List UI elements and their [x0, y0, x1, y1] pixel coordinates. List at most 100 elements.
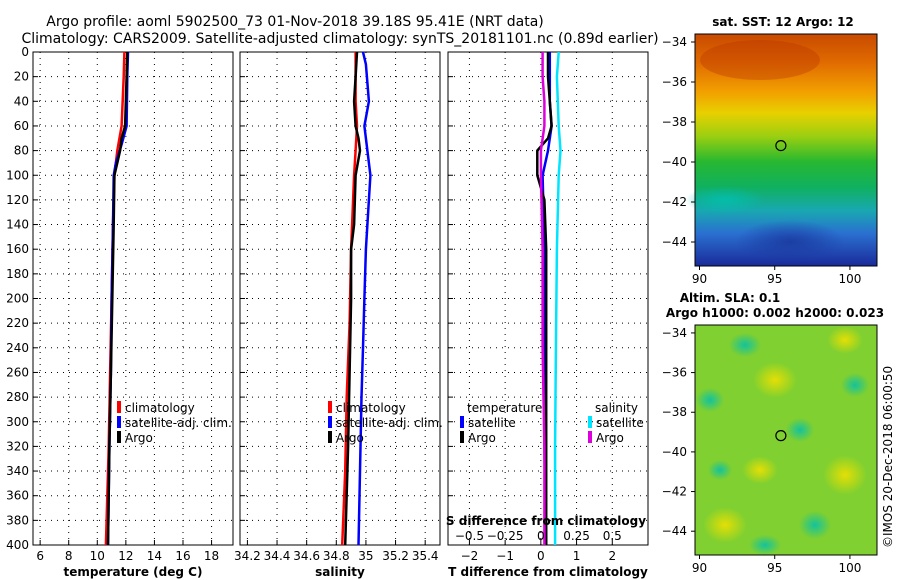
- x-tick-label: 34.8: [323, 549, 350, 563]
- temperature-legend: climatology satellite-adj. clim. Argo: [117, 401, 232, 445]
- map-frame: [694, 324, 878, 556]
- y-tick-label: 160: [6, 242, 29, 256]
- s-diff-tick-label: 0.25: [563, 529, 590, 543]
- sla-high-patch: [827, 326, 863, 354]
- legend-label-climatology: climatology: [125, 401, 195, 415]
- difference-panel: −2 −1 0 1 2 T difference from climatology: [447, 51, 649, 579]
- x-tick-label: 6: [36, 549, 44, 563]
- sst-warm-patch: [700, 40, 820, 80]
- x-tick-label: 8: [65, 549, 73, 563]
- y-tick-label: 360: [6, 489, 29, 503]
- sla-low-patch: [708, 460, 732, 480]
- argo-location-marker: [775, 140, 787, 152]
- map-y-tick-label: −44: [662, 524, 687, 538]
- x-axis-label: salinity: [315, 565, 365, 579]
- y-tick-label: 300: [6, 415, 29, 429]
- series-line-argo: [106, 51, 129, 546]
- y-tick-label: 40: [14, 94, 29, 108]
- map-x-tick-label: 95: [767, 561, 782, 575]
- legend-swatch-satellite: [328, 416, 332, 428]
- plot-frame: [239, 51, 441, 546]
- x-axis-label: temperature (deg C): [64, 565, 203, 579]
- legend-label-climatology: climatology: [336, 401, 406, 415]
- sst-map: 90 95 100 −34 −36 −38 −40 −42 −44: [662, 33, 878, 286]
- legend-label-satellite: satellite-adj. clim.: [125, 416, 232, 430]
- x-tick-label: 2: [608, 549, 616, 563]
- sla-high-patch: [823, 455, 867, 495]
- x-tick-label: 35.2: [382, 549, 409, 563]
- series-line-temperature-argo: [536, 52, 553, 545]
- legend-swatch-climatology: [117, 401, 121, 413]
- legend-swatch-argo: [117, 431, 121, 443]
- y-tick-label: 400: [6, 538, 29, 552]
- sla-high-patch: [703, 507, 747, 543]
- y-tick-label: 320: [6, 439, 29, 453]
- sla-high-patch: [753, 362, 797, 398]
- title-line-2: Climatology: CARS2009. Satellite-adjuste…: [21, 31, 658, 47]
- argo-location-marker: [775, 430, 787, 442]
- x-axis-label: T difference from climatology: [448, 565, 648, 579]
- sst-cold-patch: [735, 220, 845, 264]
- sla-low-patch: [799, 511, 831, 539]
- x-tick-label: 0: [537, 549, 545, 563]
- s-diff-axis-label: S difference from climatology: [446, 514, 646, 528]
- legend-label-temp-satellite: satellite: [468, 416, 516, 430]
- sla-low-patch: [749, 535, 781, 555]
- legend-swatch-temp-satellite: [460, 416, 464, 428]
- series-line-salinity-argo: [539, 52, 546, 545]
- x-tick-label: 12: [118, 549, 133, 563]
- map-x-tick-label: 90: [692, 561, 707, 575]
- y-tick-label: 140: [6, 218, 29, 232]
- map-x-tick-label: 100: [838, 272, 861, 286]
- x-tick-label: 35.4: [412, 549, 439, 563]
- legend-label-argo: Argo: [336, 431, 364, 445]
- legend-title-salinity: salinity: [595, 401, 638, 415]
- x-tick-label: −1: [496, 549, 514, 563]
- sla-map-title-1: Altim. SLA: 0.1: [680, 291, 781, 305]
- x-tick-label: 1: [573, 549, 581, 563]
- map-frame: [694, 33, 878, 267]
- series-line-salinity-satellite: [553, 51, 562, 545]
- difference-legend: temperature satellite Argo salinity sate…: [460, 401, 644, 445]
- y-tick-label: 180: [6, 267, 29, 281]
- series-line-argo: [343, 51, 362, 546]
- legend-swatch-climatology: [328, 401, 332, 413]
- map-y-tick-label: −44: [662, 235, 687, 249]
- y-tick-label: 200: [6, 292, 29, 306]
- map-y-tick-label: −42: [662, 485, 687, 499]
- series-line-climatology: [340, 52, 359, 546]
- legend-label-temp-argo: Argo: [468, 431, 496, 445]
- y-tick-label: 260: [6, 365, 29, 379]
- legend-label-sal-satellite: satellite: [596, 416, 644, 430]
- legend-swatch-sal-argo: [588, 431, 592, 443]
- salinity-legend: climatology satellite-adj. clim. Argo: [328, 401, 443, 445]
- sla-low-patch: [696, 388, 724, 412]
- legend-label-satellite: satellite-adj. clim.: [336, 416, 443, 430]
- sla-map: 90 95 100 −34 −36 −38 −40 −42 −44: [662, 324, 878, 575]
- map-y-tick-label: −34: [662, 326, 687, 340]
- x-tick-label: 35: [358, 549, 373, 563]
- x-tick-label: 10: [90, 549, 105, 563]
- sla-map-title-2: Argo h1000: 0.002 h2000: 0.023: [666, 306, 884, 320]
- map-y-tick-label: −40: [662, 445, 687, 459]
- sla-low-patch: [786, 418, 814, 442]
- sla-low-patch: [729, 333, 761, 357]
- y-tick-label: 0: [21, 45, 29, 59]
- x-tick-label: 34.2: [234, 549, 261, 563]
- legend-label-argo: Argo: [125, 431, 153, 445]
- y-tick-label: 80: [14, 144, 29, 158]
- x-tick-label: −2: [461, 549, 479, 563]
- map-y-tick-label: −36: [662, 366, 687, 380]
- sst-cool-patch: [685, 186, 765, 214]
- plot-frame: [32, 51, 234, 546]
- y-tick-label: 220: [6, 316, 29, 330]
- s-diff-tick-label: −0.5: [455, 529, 484, 543]
- x-tick-label: 14: [147, 549, 162, 563]
- x-tick-label: 16: [175, 549, 190, 563]
- legend-swatch-argo: [328, 431, 332, 443]
- x-tick-label: 18: [204, 549, 219, 563]
- legend-swatch-satellite: [117, 416, 121, 428]
- x-tick-label: 34.6: [293, 549, 320, 563]
- map-x-tick-label: 95: [767, 272, 782, 286]
- legend-label-sal-argo: Argo: [596, 431, 624, 445]
